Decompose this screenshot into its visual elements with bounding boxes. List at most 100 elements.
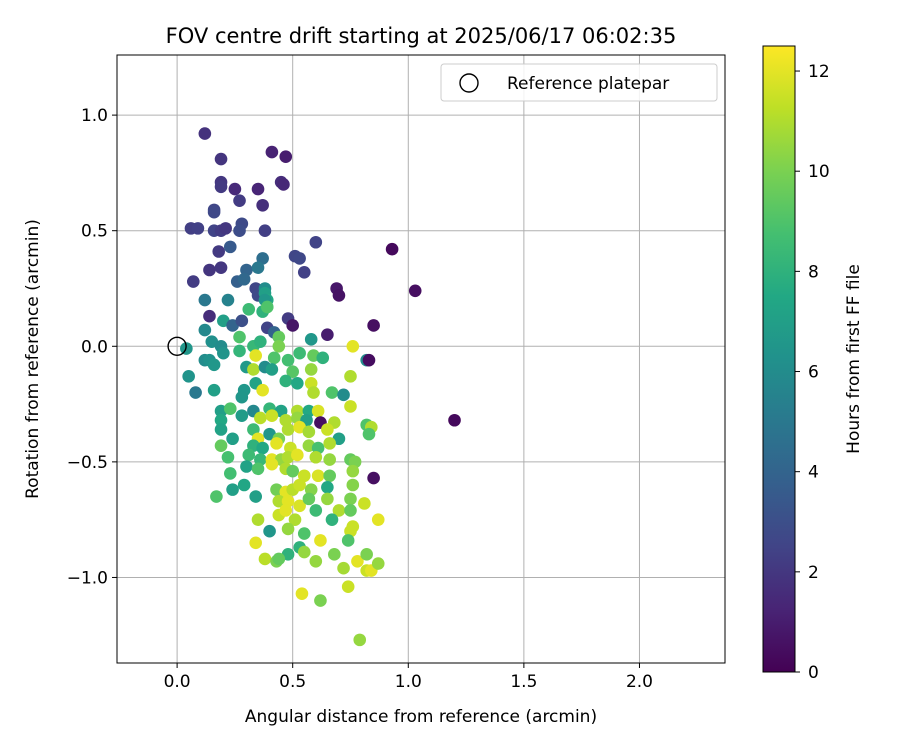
scatter-point xyxy=(286,319,299,332)
scatter-point xyxy=(328,548,341,561)
scatter-point xyxy=(186,275,200,288)
scatter-point xyxy=(182,370,195,383)
scatter-point xyxy=(297,527,311,540)
scatter-point xyxy=(279,504,293,517)
scatter-point xyxy=(226,432,239,446)
plot-area: 0.0 0.5 1.0 1.5 2.0 −1.0 −0.5 0.0 0.5 1.0 xyxy=(67,54,726,692)
scatter-point xyxy=(332,504,346,517)
legend: Reference platepar xyxy=(440,63,718,102)
scatter-point xyxy=(281,353,295,367)
scatter-point xyxy=(223,467,237,480)
scatter-point xyxy=(309,450,323,464)
y-tick-label: 1.0 xyxy=(81,106,108,126)
scatter-point xyxy=(371,513,385,526)
y-axis-label: Rotation from reference (arcmin) xyxy=(23,219,43,499)
scatter-point xyxy=(191,222,205,235)
scatter-point xyxy=(265,457,279,471)
scatter-point xyxy=(249,490,263,503)
scatter-point xyxy=(207,383,221,397)
scatter-point xyxy=(358,497,371,510)
scatter-point xyxy=(337,561,350,575)
scatter-point xyxy=(254,335,267,348)
scatter-point xyxy=(304,333,318,346)
scatter-point xyxy=(344,504,357,517)
scatter-point xyxy=(233,330,246,344)
scatter-point xyxy=(307,386,320,399)
chart-title: FOV centre drift starting at 2025/06/17 … xyxy=(166,24,677,48)
scatter-point xyxy=(325,513,339,526)
scatter-point xyxy=(321,423,334,436)
scatter-point xyxy=(291,448,304,462)
scatter-point xyxy=(362,427,376,441)
scatter-point xyxy=(341,580,355,594)
scatter-point xyxy=(247,363,260,376)
scatter-point xyxy=(242,448,256,462)
scatter-point xyxy=(207,358,221,372)
scatter-point xyxy=(237,272,251,286)
scatter-point xyxy=(344,492,357,506)
scatter-point xyxy=(249,536,263,550)
scatter-point xyxy=(321,481,334,494)
scatter-point xyxy=(254,411,267,425)
scatter-point xyxy=(367,471,380,485)
scatter-point xyxy=(293,252,306,265)
scatter-point xyxy=(371,557,385,570)
scatter-point xyxy=(214,152,228,166)
colorbar-ticks: 0 2 4 6 8 10 12 xyxy=(795,62,830,683)
scatter-point xyxy=(203,263,216,277)
scatter-point xyxy=(270,437,283,450)
scatter-point xyxy=(223,402,237,416)
scatter-point xyxy=(217,346,230,360)
scatter-point xyxy=(309,504,323,517)
x-axis-ticks: 0.0 0.5 1.0 1.5 2.0 xyxy=(164,663,653,692)
scatter-point xyxy=(219,222,232,235)
scatter-point xyxy=(360,548,373,561)
scatter-point xyxy=(263,524,276,538)
scatter-point xyxy=(214,261,228,274)
scatter-point xyxy=(214,180,228,194)
scatter-point xyxy=(314,534,327,547)
scatter-point xyxy=(235,390,249,404)
axes-frame xyxy=(116,54,726,664)
scatter-point xyxy=(228,182,242,196)
scatter-point xyxy=(346,339,360,353)
scatter-point xyxy=(281,522,295,536)
scatter-point xyxy=(325,386,339,399)
scatter-point xyxy=(346,464,360,478)
scatter-point xyxy=(265,363,279,376)
scatter-point xyxy=(235,314,249,328)
scatter-point xyxy=(323,453,336,466)
scatter-point xyxy=(198,323,212,337)
colorbar: 0 2 4 6 8 10 12 Hours from first FF file xyxy=(762,45,864,683)
x-tick-label: 0.5 xyxy=(279,672,306,692)
scatter-point xyxy=(272,552,286,566)
y-tick-label: −1.0 xyxy=(67,568,108,588)
scatter-point xyxy=(265,409,279,422)
x-axis-label: Angular distance from reference (arcmin) xyxy=(245,707,597,727)
colorbar-tick-label: 12 xyxy=(808,62,830,82)
scatter-point xyxy=(321,328,334,342)
scatter-point xyxy=(311,469,325,483)
scatter-point xyxy=(341,534,355,547)
scatter-point xyxy=(251,261,265,274)
scatter-point xyxy=(279,150,293,164)
scatter-point xyxy=(256,198,269,212)
scatter-point xyxy=(214,423,228,436)
scatter-point xyxy=(240,460,253,473)
scatter-point xyxy=(214,439,228,452)
legend-box xyxy=(440,63,718,102)
scatter-point xyxy=(272,494,286,508)
scatter-point xyxy=(304,363,318,376)
scatter-point xyxy=(249,349,263,362)
legend-label: Reference platepar xyxy=(507,74,669,94)
scatter-point xyxy=(242,302,256,316)
colorbar-tick-label: 10 xyxy=(808,162,830,182)
scatter-point xyxy=(221,293,235,307)
scatter-point xyxy=(279,374,293,388)
scatter-point xyxy=(237,478,251,492)
scatter-point xyxy=(337,388,350,402)
scatter-point xyxy=(233,344,246,358)
scatter-point xyxy=(256,441,269,455)
scatter-point xyxy=(189,386,202,399)
scatter-point xyxy=(272,330,286,344)
